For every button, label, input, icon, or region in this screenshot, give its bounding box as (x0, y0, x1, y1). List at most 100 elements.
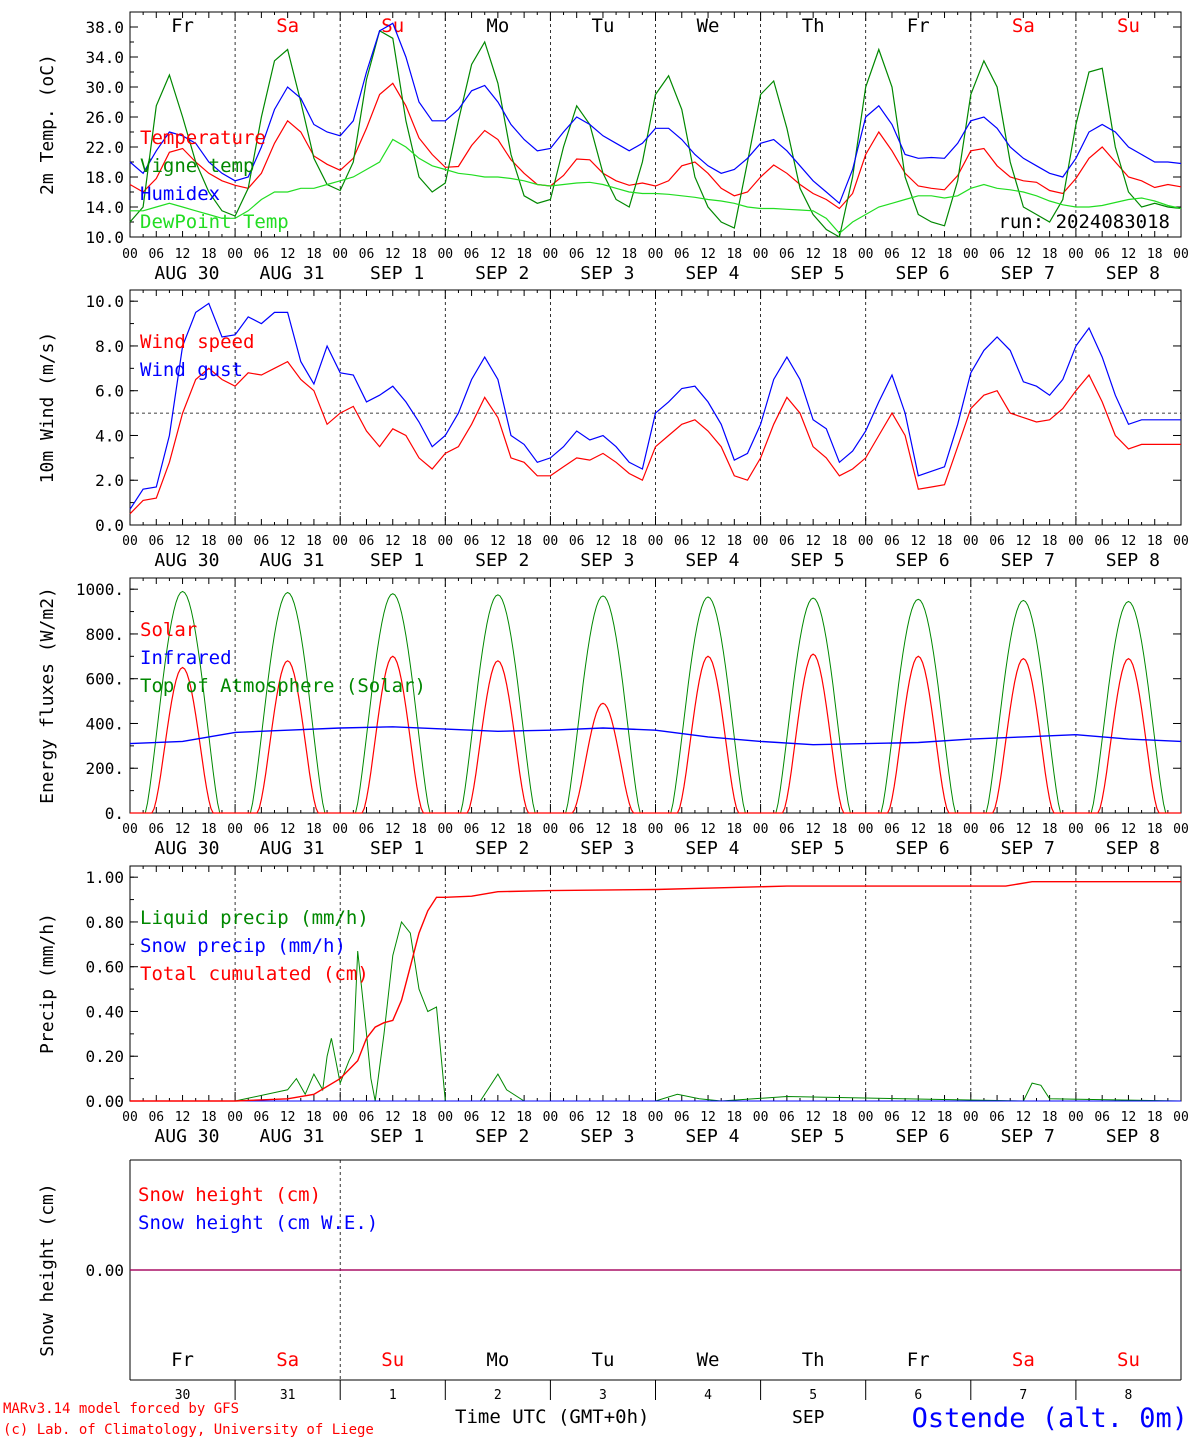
hour-tick-label: 00 (753, 534, 769, 549)
y-tick-label: 800. (85, 625, 124, 644)
hour-tick-label: 18 (937, 534, 953, 549)
hour-tick-label: 06 (569, 1110, 585, 1125)
weekday-label: Mo (486, 1349, 509, 1371)
hour-tick-label: 00 (753, 1110, 769, 1125)
date-label: AUG 31 (260, 838, 325, 859)
weekday-label: Sa (276, 1349, 299, 1371)
hour-tick-label: 12 (910, 534, 926, 549)
day-number-label: 6 (914, 1388, 922, 1403)
day-number-label: 7 (1019, 1388, 1027, 1403)
hour-tick-label: 18 (621, 247, 637, 262)
hour-tick-label: 06 (989, 534, 1005, 549)
day-number-label: 31 (280, 1388, 296, 1403)
series-line (130, 881, 1181, 1102)
hour-tick-label: 00 (332, 1110, 348, 1125)
hour-tick-label: 06 (674, 822, 690, 837)
hour-tick-label: 12 (910, 247, 926, 262)
hour-tick-label: 06 (254, 247, 270, 262)
hour-tick-label: 06 (674, 247, 690, 262)
hour-tick-label: 12 (595, 534, 611, 549)
date-label: SEP 8 (1106, 263, 1160, 284)
date-label: SEP 1 (370, 1126, 424, 1147)
legend-entry: DewPoint Temp (140, 211, 289, 233)
hour-tick-label: 18 (1042, 247, 1058, 262)
weekday-label: Mo (486, 15, 509, 37)
hour-tick-label: 00 (753, 247, 769, 262)
date-label: SEP 2 (475, 838, 529, 859)
date-label: SEP 8 (1106, 838, 1160, 859)
hour-tick-label: 00 (963, 247, 979, 262)
hour-tick-label: 06 (1094, 1110, 1110, 1125)
hour-tick-label: 06 (464, 822, 480, 837)
hour-tick-label: 00 (1173, 822, 1189, 837)
series-line (550, 702, 656, 814)
series-line (1075, 600, 1181, 814)
hour-tick-label: 06 (674, 1110, 690, 1125)
hour-tick-label: 00 (648, 822, 664, 837)
hour-tick-label: 06 (569, 247, 585, 262)
hour-tick-label: 06 (1094, 247, 1110, 262)
series-line (970, 657, 1076, 814)
hour-tick-label: 12 (700, 1110, 716, 1125)
y-tick-label: 200. (85, 759, 124, 778)
series-line (129, 726, 1182, 746)
run-id-annotation: run: 2024083018 (998, 211, 1170, 233)
hour-tick-label: 12 (910, 822, 926, 837)
hour-tick-label: 18 (937, 247, 953, 262)
hour-tick-label: 12 (175, 822, 191, 837)
date-label: SEP 5 (790, 838, 844, 859)
hour-tick-label: 06 (464, 534, 480, 549)
date-label: SEP 3 (580, 838, 634, 859)
series-line (865, 598, 971, 814)
date-label: AUG 30 (154, 838, 219, 859)
date-label: SEP 7 (1001, 838, 1055, 859)
hour-tick-label: 18 (726, 247, 742, 262)
series-line (445, 660, 551, 814)
hour-tick-label: 18 (726, 822, 742, 837)
y-tick-label: 400. (85, 714, 124, 733)
hour-tick-label: 12 (1016, 1110, 1032, 1125)
hour-tick-label: 00 (122, 534, 138, 549)
y-tick-label: 1000. (76, 580, 124, 599)
hour-tick-label: 12 (175, 534, 191, 549)
hour-tick-label: 12 (385, 534, 401, 549)
weekday-label: Su (381, 15, 404, 37)
hour-tick-label: 06 (779, 1110, 795, 1125)
hour-tick-label: 06 (989, 247, 1005, 262)
series-line (129, 302, 1181, 510)
date-label: SEP 3 (580, 263, 634, 284)
hour-tick-label: 12 (280, 822, 296, 837)
series-line (130, 590, 236, 814)
day-number-label: 3 (599, 1388, 607, 1403)
y-tick-label: 6.0 (95, 382, 124, 401)
legend-entry: Solar (140, 619, 197, 641)
hour-tick-label: 00 (753, 822, 769, 837)
legend-entry: Snow height (cm) (138, 1184, 321, 1206)
y-axis-title: 2m Temp. (oC) (37, 54, 58, 195)
hour-tick-label: 18 (621, 1110, 637, 1125)
date-label: SEP 1 (370, 550, 424, 571)
hour-tick-label: 18 (411, 247, 427, 262)
hour-tick-label: 00 (858, 1110, 874, 1125)
hour-tick-label: 12 (910, 1110, 926, 1125)
hour-tick-label: 06 (148, 1110, 164, 1125)
series-line (1075, 657, 1181, 814)
legend-entry: Top of Atmosphere (Solar) (140, 675, 426, 697)
hour-tick-label: 00 (543, 247, 559, 262)
series-line (970, 599, 1076, 814)
hour-tick-label: 12 (805, 822, 821, 837)
date-label: SEP 6 (896, 263, 950, 284)
date-label: SEP 3 (580, 1126, 634, 1147)
hour-tick-label: 06 (464, 1110, 480, 1125)
hour-tick-label: 00 (227, 822, 243, 837)
hour-tick-label: 06 (989, 822, 1005, 837)
legend-entry: Humidex (140, 183, 220, 205)
hour-tick-label: 00 (963, 822, 979, 837)
weekday-label: Su (1117, 15, 1140, 37)
panel-2: 0.0 2.0 4.0 6.0 8.0 10.0 10m Wind (m/s) 00 06 12 1… (37, 289, 1189, 571)
hour-tick-label: 12 (595, 822, 611, 837)
y-tick-label: 26.0 (85, 108, 124, 127)
hour-tick-label: 18 (832, 822, 848, 837)
hour-tick-label: 18 (411, 1110, 427, 1125)
